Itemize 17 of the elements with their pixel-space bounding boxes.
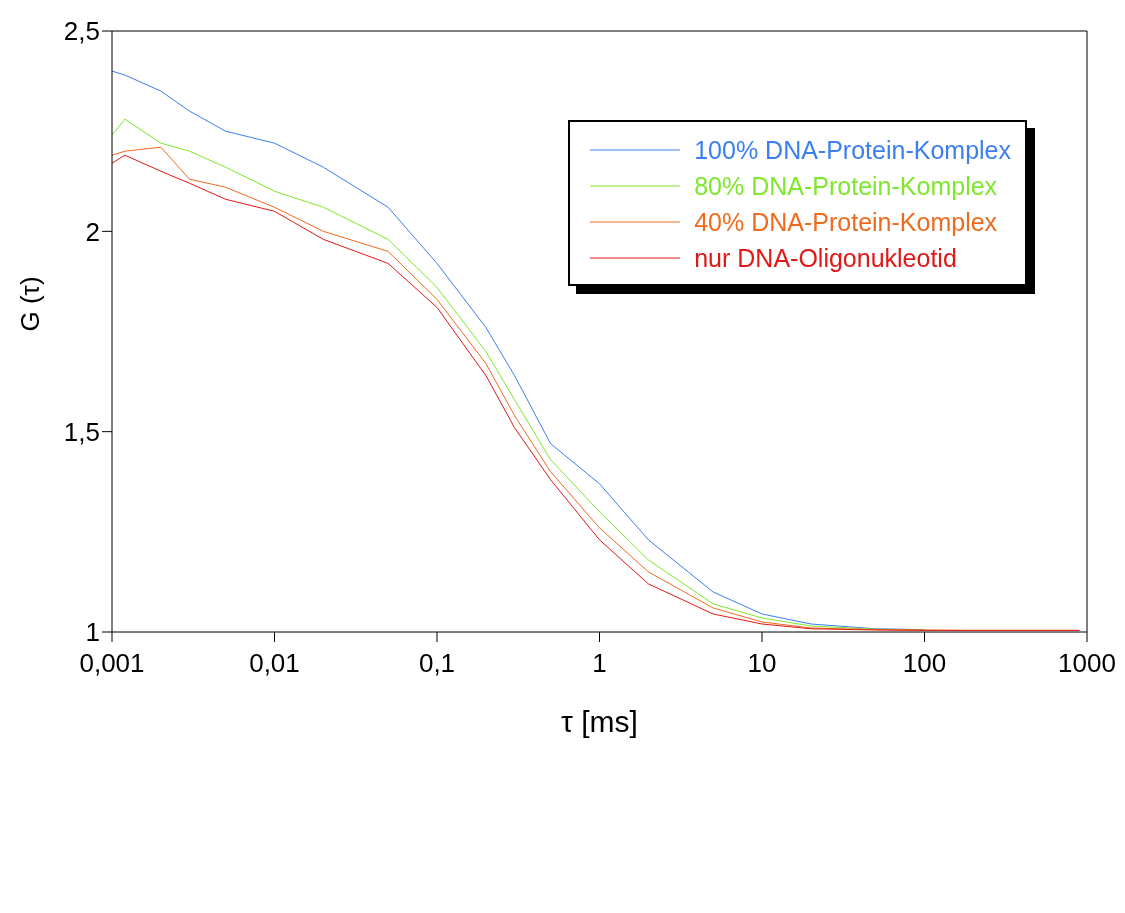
y-tick-label: 2 — [85, 216, 100, 247]
x-tick-label: 1 — [592, 648, 607, 679]
y-tick-label: 1,5 — [63, 416, 100, 447]
x-axis-title: τ [ms] — [561, 705, 638, 738]
x-tick-label: 0,01 — [249, 648, 300, 679]
y-axis-title: G (τ) — [15, 276, 46, 332]
y-tick-label: 1 — [85, 617, 100, 648]
x-tick-label: 0,001 — [79, 648, 145, 679]
x-tick-label: 10 — [747, 648, 777, 679]
x-tick-label: 100 — [902, 648, 947, 679]
legend-label: 100% DNA-Protein-Komplex — [694, 135, 1011, 165]
x-tick-label: 1000 — [1058, 648, 1116, 679]
legend-label: nur DNA-Oligonukleotid — [694, 243, 957, 273]
x-tick-label: 0,1 — [418, 648, 456, 679]
legend-label: 40% DNA-Protein-Komplex — [694, 207, 998, 237]
y-tick-label: 2,5 — [63, 16, 100, 47]
legend-label: 80% DNA-Protein-Komplex — [694, 171, 998, 201]
